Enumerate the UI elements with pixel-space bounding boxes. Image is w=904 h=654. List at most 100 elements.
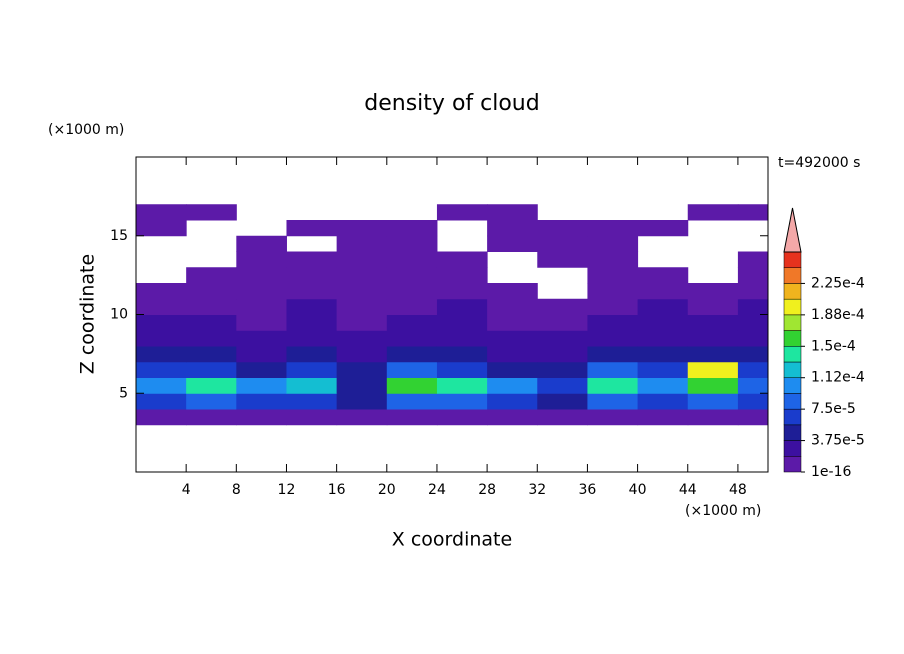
contour-cell: [286, 267, 338, 284]
contour-cell: [537, 361, 588, 378]
contour-cell: [136, 409, 187, 426]
contour-cell: [386, 267, 438, 284]
contour-cell: [286, 330, 338, 347]
contour-cell: [587, 220, 639, 237]
contour-cell: [737, 346, 769, 363]
contour-cell: [537, 346, 588, 363]
contour-cell: [687, 393, 739, 410]
colorbar-band: [783, 298, 802, 316]
contour-cell: [737, 409, 769, 426]
contour-cell: [386, 409, 438, 426]
contour-cell: [637, 409, 689, 426]
chart-title: density of cloud: [364, 91, 539, 116]
contour-cell: [537, 251, 588, 268]
contour-cell: [136, 298, 187, 315]
contour-cell: [236, 346, 287, 363]
contour-cell: [436, 251, 488, 268]
x-tick-label: 24: [428, 482, 446, 498]
contour-cell: [236, 377, 287, 394]
contour-cell: [487, 409, 538, 426]
contour-cell: [487, 235, 538, 252]
x-unit: (×1000 m): [685, 503, 761, 519]
contour-cell: [136, 393, 187, 410]
contour-cell: [537, 330, 588, 347]
contour-cell: [537, 314, 588, 331]
y-tick-label: 15: [110, 228, 128, 244]
contour-cell: [136, 361, 187, 378]
contour-cell: [386, 235, 438, 252]
contour-cell: [186, 283, 237, 300]
contour-cell: [436, 204, 488, 221]
x-tick-label: 20: [378, 482, 396, 498]
x-tick-label: 48: [729, 482, 747, 498]
contour-cell: [236, 409, 287, 426]
contour-cell: [436, 393, 488, 410]
contour-cell: [587, 314, 639, 331]
contour-cell: [286, 251, 338, 268]
contour-cell: [537, 298, 588, 315]
contour-cell: [687, 409, 739, 426]
contour-cell: [236, 251, 287, 268]
contour-cell: [487, 330, 538, 347]
contour-cell: [236, 267, 287, 284]
contour-cell: [687, 298, 739, 315]
contour-cell: [186, 314, 237, 331]
contour-cell: [537, 409, 588, 426]
contour-cell: [737, 361, 769, 378]
contour-cell: [487, 393, 538, 410]
contour-cell: [687, 361, 739, 378]
contour-cell: [637, 314, 689, 331]
contour-cell: [336, 235, 388, 252]
contour-cell: [637, 377, 689, 394]
contour-cell: [286, 361, 338, 378]
contour-cell: [436, 314, 488, 331]
colorbar-tick-label: 1.5e-4: [811, 338, 856, 354]
x-tick-label: 44: [679, 482, 697, 498]
contour-cell: [687, 377, 739, 394]
y-axis-label: Z coordinate: [77, 254, 99, 374]
contour-cell: [336, 346, 388, 363]
contour-cell: [136, 314, 187, 331]
contour-cell: [236, 314, 287, 331]
contour-cell: [537, 235, 588, 252]
contour-cell: [236, 235, 287, 252]
x-tick-label: 32: [528, 482, 546, 498]
contour-cell: [136, 377, 187, 394]
contour-cell: [687, 283, 739, 300]
contour-cell: [436, 283, 488, 300]
colorbar-tick-label: 3.75e-5: [811, 433, 865, 449]
contour-cell: [436, 330, 488, 347]
contour-cell: [436, 409, 488, 426]
contour-cell: [386, 314, 438, 331]
contour-cell: [286, 283, 338, 300]
contour-cell: [487, 377, 538, 394]
colorbar-tick-label: 1e-16: [811, 464, 851, 480]
contour-cell: [286, 314, 338, 331]
colorbar-band: [783, 440, 802, 457]
contour-cell: [436, 267, 488, 284]
contour-cell: [236, 393, 287, 410]
contour-cell: [487, 283, 538, 300]
x-tick-label: 36: [579, 482, 597, 498]
contour-cell: [286, 393, 338, 410]
contour-cell: [487, 314, 538, 331]
contour-cell: [737, 283, 769, 300]
contour-cell: [286, 377, 338, 394]
colorbar-tick-label: 1.88e-4: [811, 307, 865, 323]
contour-cell: [386, 346, 438, 363]
contour-cell: [537, 220, 588, 237]
contour-cell: [737, 393, 769, 410]
contour-cell: [286, 298, 338, 315]
colorbar-band: [783, 456, 802, 473]
contour-cell: [487, 298, 538, 315]
x-tick-label: 8: [232, 482, 241, 498]
contour-cell: [336, 393, 388, 410]
contour-cell: [236, 361, 287, 378]
contour-cell: [236, 298, 287, 315]
colorbar-band: [783, 330, 802, 347]
contour-cell: [136, 330, 187, 347]
contour-cell: [336, 377, 388, 394]
contour-cell: [386, 298, 438, 315]
